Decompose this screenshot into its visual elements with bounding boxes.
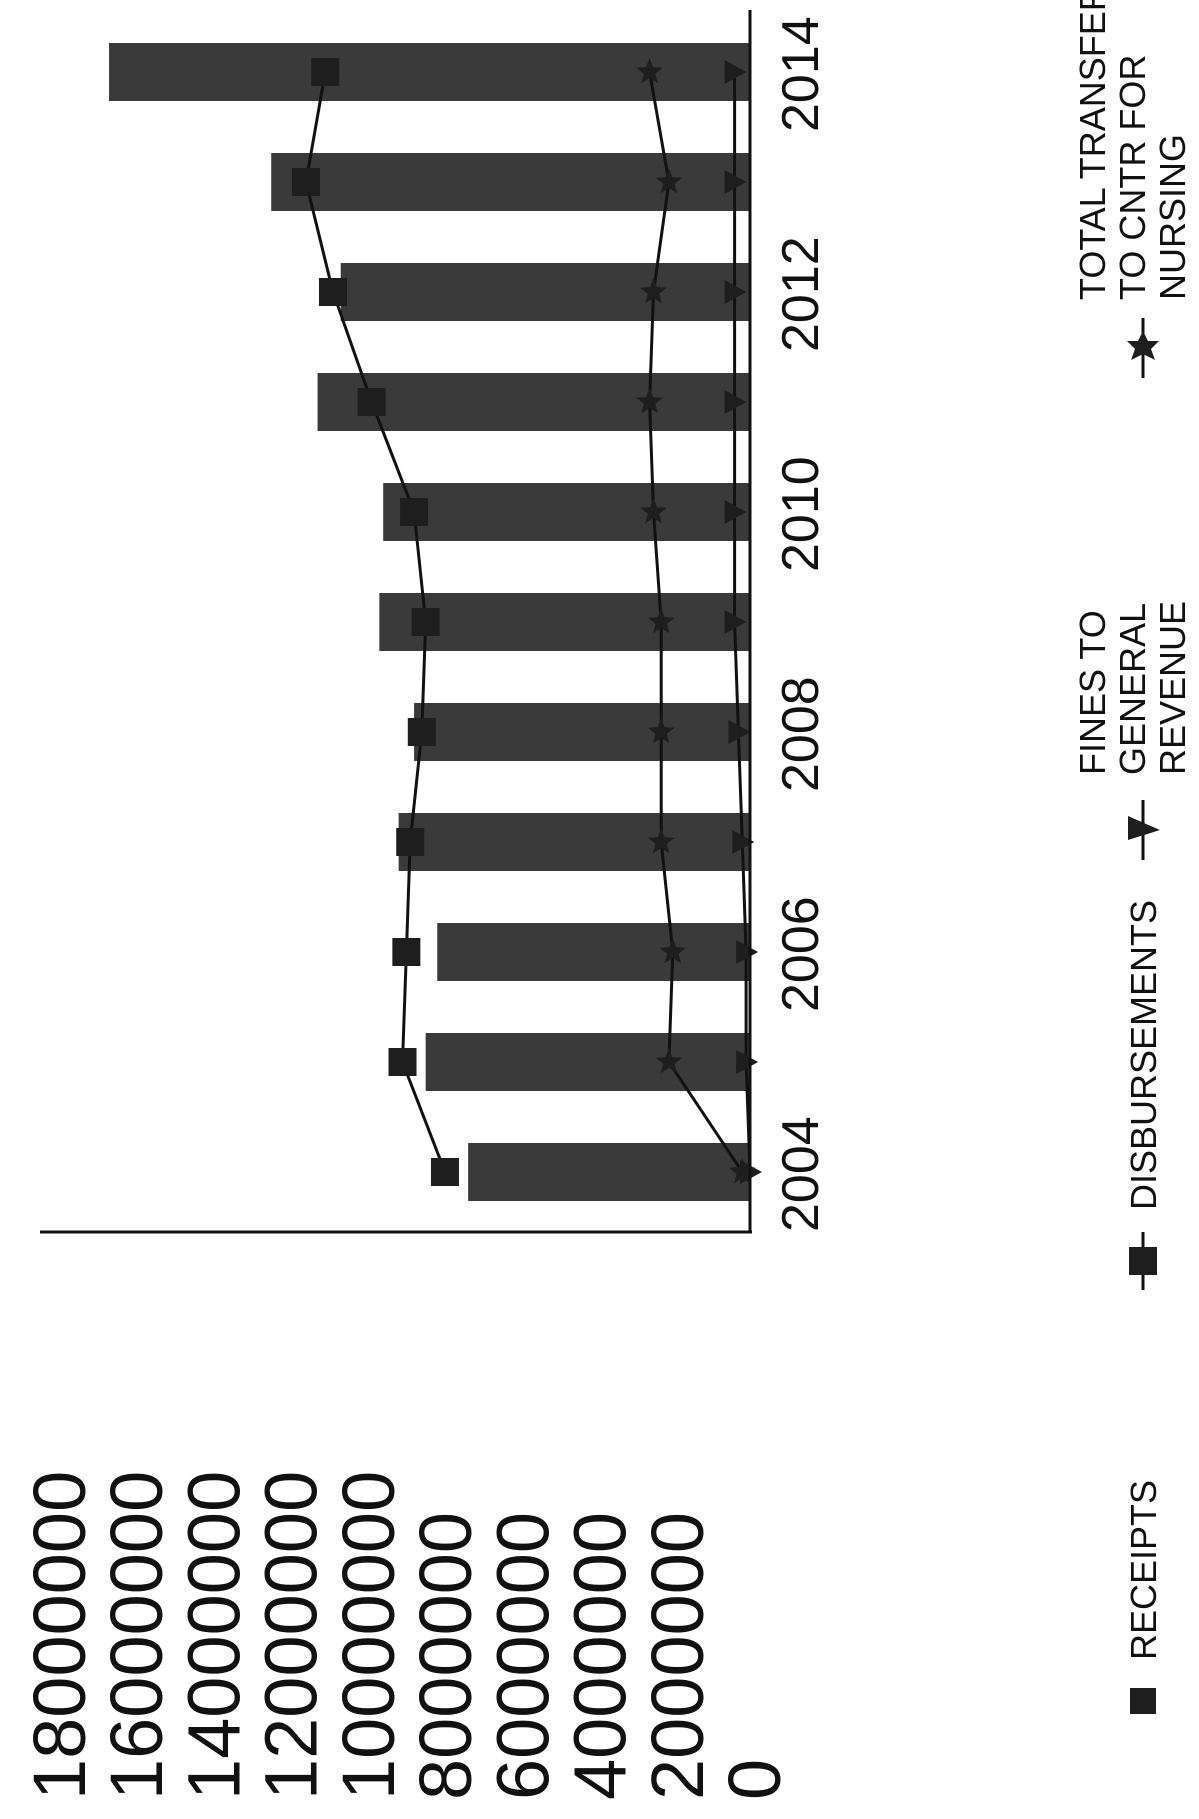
legend-transfer-marker	[1127, 331, 1159, 360]
bar-receipts-2012	[340, 263, 750, 321]
marker-star-2004	[729, 1158, 756, 1184]
legend-transfer-label-3: NURSING	[1152, 134, 1193, 300]
value-tick-18000000: 18000000	[18, 1471, 101, 1800]
value-tick-2000000: 2000000	[636, 1512, 719, 1800]
marker-square-2008	[407, 718, 436, 746]
year-tick-2008: 2008	[772, 676, 830, 792]
legend-fines-label-1: FINES TO	[1072, 610, 1113, 775]
marker-square-2005	[388, 1048, 417, 1076]
marker-star-2005	[655, 1048, 683, 1074]
marker-star-2007	[647, 828, 675, 854]
bar-receipts-2013	[271, 153, 750, 211]
bar-receipts-2010	[383, 483, 750, 541]
marker-square-2010	[400, 498, 429, 526]
value-tick-0: 0	[713, 1759, 796, 1800]
legend-disbursements-marker	[1129, 1247, 1157, 1275]
year-tick-2012: 2012	[772, 236, 830, 352]
marker-triangle-2008	[728, 720, 751, 744]
bar-receipts-2005	[425, 1033, 750, 1091]
value-tick-16000000: 16000000	[95, 1471, 178, 1800]
year-tick-2014: 2014	[772, 16, 830, 132]
marker-triangle-2014	[724, 60, 747, 84]
legend-transfer-label-2: TO CNTR FOR	[1112, 55, 1153, 300]
marker-square-2011	[357, 388, 386, 416]
marker-triangle-2007	[732, 830, 755, 854]
value-tick-4000000: 4000000	[559, 1512, 642, 1800]
bar-receipts-2011	[317, 373, 750, 431]
marker-star-2008	[647, 718, 675, 744]
marker-star-2013	[655, 168, 683, 194]
markers-group	[291, 58, 762, 1186]
marker-square-2009	[411, 608, 440, 636]
value-tick-14000000: 14000000	[172, 1471, 255, 1800]
year-tick-2010: 2010	[772, 456, 830, 572]
bar-receipts-2004	[468, 1143, 750, 1201]
marker-star-2014	[636, 58, 663, 84]
legend-item-fines: FINES TO GENERAL REVENUE	[1072, 601, 1193, 860]
marker-star-2006	[659, 938, 687, 964]
legend-item-disbursements: DISBURSEMENTS	[1123, 900, 1164, 1290]
marker-triangle-2009	[724, 610, 747, 634]
value-tick-8000000: 8000000	[404, 1512, 487, 1800]
year-tick-labels: 2004 2006 2008 2010 2012 2014	[772, 16, 830, 1232]
bar-receipts-2007	[398, 813, 750, 871]
legend-fines-marker	[1128, 816, 1160, 840]
marker-triangle-2012	[724, 280, 747, 304]
legend-disbursements-label: DISBURSEMENTS	[1123, 900, 1164, 1210]
marker-triangle-2013	[724, 170, 747, 194]
legend: RECEIPTS DISBURSEMENTS FINES TO GENERAL …	[1072, 0, 1193, 1714]
marker-square-2014	[311, 58, 340, 86]
bar-receipts-2008	[414, 703, 750, 761]
marker-star-2011	[636, 388, 663, 414]
year-tick-2004: 2004	[772, 1116, 830, 1232]
marker-star-2009	[647, 608, 675, 634]
marker-triangle-2005	[736, 1050, 759, 1074]
legend-item-receipts: RECEIPTS	[1123, 1480, 1164, 1714]
legend-receipts-swatch	[1130, 1688, 1156, 1714]
marker-square-2007	[396, 828, 425, 856]
value-tick-6000000: 6000000	[481, 1512, 564, 1800]
marker-square-2006	[392, 938, 421, 966]
year-tick-2006: 2006	[772, 896, 830, 1012]
bar-receipts-2006	[437, 923, 750, 981]
marker-square-2012	[319, 278, 347, 306]
legend-receipts-label: RECEIPTS	[1123, 1480, 1164, 1660]
marker-star-2012	[640, 278, 667, 304]
legend-fines-label-3: REVENUE	[1152, 601, 1193, 775]
value-tick-10000000: 10000000	[327, 1471, 410, 1800]
marker-triangle-2010	[724, 500, 747, 524]
legend-item-transfer: TOTAL TRANSFER TO CNTR FOR NURSING	[1072, 0, 1193, 378]
legend-fines-label-2: GENERAL	[1112, 603, 1153, 775]
legend-transfer-label-1: TOTAL TRANSFER	[1072, 0, 1113, 300]
bars-group	[109, 43, 751, 1201]
bar-receipts-2009	[379, 593, 750, 651]
marker-square-2004	[430, 1158, 459, 1186]
marker-square-2013	[291, 168, 320, 196]
marker-triangle-2011	[724, 390, 747, 414]
value-tick-labels: 0200000040000006000000800000010000000120…	[18, 1471, 796, 1800]
marker-triangle-2006	[736, 940, 759, 964]
marker-star-2010	[640, 498, 667, 524]
value-tick-12000000: 12000000	[250, 1471, 333, 1800]
